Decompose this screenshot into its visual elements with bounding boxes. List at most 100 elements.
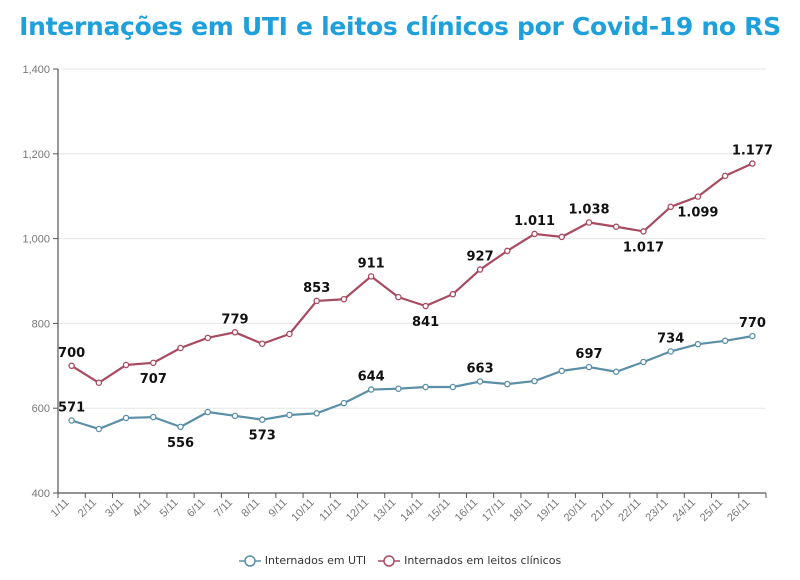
data-point — [504, 380, 511, 388]
data-point — [640, 358, 647, 366]
y-tick-label: 1,400 — [22, 64, 50, 76]
legend-label-uti: Internados em UTI — [264, 554, 367, 567]
data-point — [640, 228, 647, 235]
x-tick-label: 7/11 — [212, 497, 235, 520]
data-point — [667, 203, 674, 211]
x-tick-label: 17/11 — [480, 497, 507, 524]
data-point — [340, 399, 348, 407]
legend: Internados em UTI Internados em leitos c… — [0, 554, 800, 567]
data-point — [231, 329, 239, 336]
data-label: 1.038 — [568, 202, 609, 217]
data-point — [531, 230, 538, 238]
x-tick-label: 10/11 — [289, 497, 316, 524]
data-point — [340, 295, 348, 303]
x-tick-label: 4/11 — [130, 497, 153, 520]
data-point — [449, 383, 457, 391]
data-point — [749, 160, 756, 167]
x-tick-label: 5/11 — [158, 497, 181, 520]
data-point — [258, 340, 266, 348]
data-point — [177, 423, 184, 431]
data-label: 571 — [58, 400, 85, 415]
x-tick-label: 18/11 — [507, 497, 534, 524]
x-tick-label: 13/11 — [371, 497, 398, 524]
x-tick-label: 1/11 — [49, 497, 72, 520]
data-label: 707 — [140, 372, 167, 387]
y-tick-label: 1,000 — [22, 234, 50, 246]
data-point — [476, 266, 484, 273]
x-tick-label: 25/11 — [698, 497, 725, 524]
data-label: 734 — [657, 331, 684, 346]
data-point — [122, 414, 130, 422]
data-point — [476, 378, 484, 385]
x-tick-label: 15/11 — [426, 497, 453, 524]
chart-title: Internações em UTI e leitos clínicos por… — [19, 12, 781, 41]
data-point — [367, 273, 375, 280]
data-point — [585, 363, 593, 371]
data-point — [231, 412, 239, 420]
data-label: 1.017 — [623, 240, 664, 255]
data-point — [286, 330, 293, 338]
gridlines — [58, 68, 766, 409]
data-point — [558, 233, 566, 241]
data-point — [749, 332, 756, 340]
legend-item-uti[interactable]: Internados em UTI — [238, 554, 367, 567]
data-point — [667, 348, 674, 355]
data-point — [612, 223, 620, 230]
legend-item-clinicos[interactable]: Internados em leitos clínicos — [378, 554, 561, 567]
data-point — [558, 367, 566, 375]
series-line-1 — [71, 162, 753, 384]
data-point — [721, 337, 729, 345]
data-point — [150, 359, 157, 367]
data-label: 663 — [467, 361, 494, 376]
data-point — [68, 362, 75, 370]
data-point — [367, 386, 375, 393]
data-point — [286, 411, 293, 419]
data-label: 556 — [167, 436, 194, 451]
data-label: 770 — [739, 316, 766, 331]
data-point — [95, 425, 103, 433]
x-tick-label: 3/11 — [103, 497, 126, 520]
data-label: 927 — [467, 250, 494, 265]
x-tick-label: 26/11 — [725, 497, 752, 524]
legend-marker-uti-icon — [238, 554, 261, 567]
data-label: 841 — [412, 315, 439, 330]
data-point — [422, 383, 429, 391]
data-point — [258, 416, 266, 423]
data-point — [95, 379, 103, 387]
x-tick-label: 21/11 — [589, 497, 616, 524]
data-point — [531, 377, 538, 385]
x-tick-label: 6/11 — [185, 497, 208, 520]
x-tick-label: 12/11 — [344, 497, 371, 524]
x-tick-label: 24/11 — [671, 497, 698, 524]
data-label: 697 — [575, 347, 602, 362]
data-point — [585, 219, 593, 226]
data-label: 1.011 — [514, 214, 555, 229]
x-tick-label: 16/11 — [453, 497, 480, 524]
data-point — [204, 408, 212, 416]
y-tick-label: 800 — [32, 318, 50, 330]
y-tick-label: 400 — [32, 488, 50, 500]
data-label: 779 — [221, 312, 248, 327]
data-label: 644 — [358, 370, 385, 385]
data-point — [150, 413, 157, 421]
x-tick-label: 22/11 — [616, 497, 643, 524]
data-point — [122, 361, 130, 369]
legend-marker-clinicos-icon — [378, 554, 401, 567]
data-point — [694, 340, 702, 348]
data-point — [612, 368, 620, 375]
data-labels: 571 556 573 644 663 697 734 770 700 707 779 853 911 8… — [58, 144, 773, 451]
data-point — [313, 297, 320, 305]
data-point — [395, 385, 402, 392]
series-group — [68, 160, 756, 433]
data-point — [68, 417, 75, 424]
data-point — [449, 290, 457, 298]
x-tick-label: 11/11 — [317, 497, 344, 524]
data-point — [313, 410, 320, 417]
data-label: 573 — [249, 429, 276, 444]
data-point — [504, 247, 511, 255]
data-point — [694, 193, 702, 200]
data-point — [721, 172, 729, 180]
data-label: 1.099 — [677, 206, 718, 221]
data-point — [204, 334, 212, 342]
